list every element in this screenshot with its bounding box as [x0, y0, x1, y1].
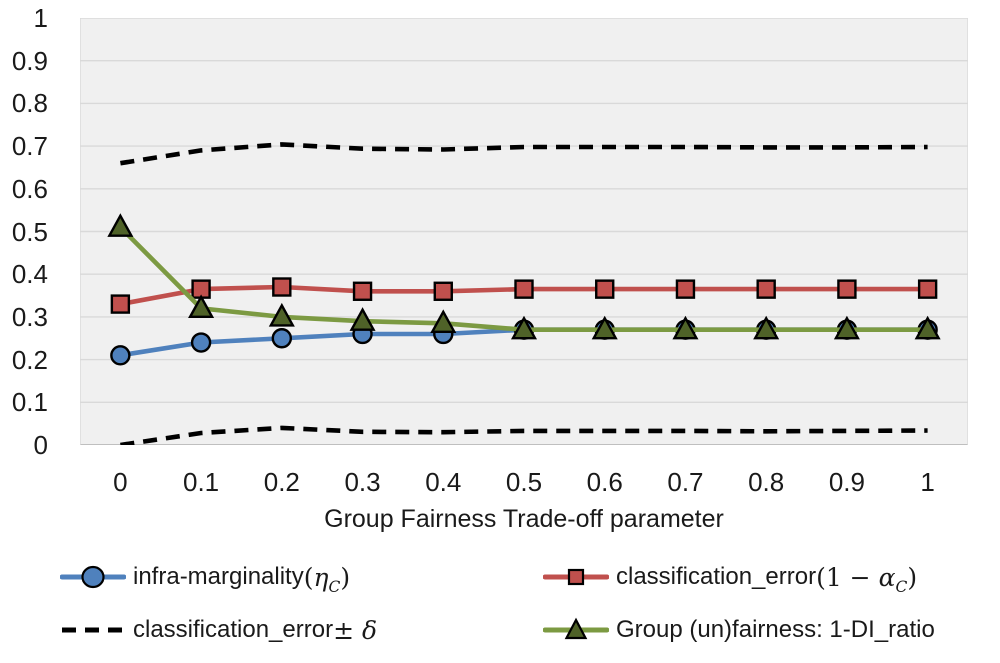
x-tick-label: 0.7: [667, 467, 704, 497]
data-point-marker: [914, 315, 941, 340]
legend-item-infra-marginality: infra-marginality (ηC): [60, 558, 350, 596]
legend-sample-line-triangle-icon: [543, 617, 609, 640]
x-tick-label: 0: [113, 467, 128, 497]
series-line: [118, 224, 930, 332]
legend-label: infra-marginality: [133, 563, 304, 590]
data-point-marker: [510, 315, 538, 340]
y-tick-label: 0.3: [11, 301, 48, 332]
y-tick-label: 0.6: [11, 173, 48, 204]
legend-item-group-unfairness: Group (un)fairness: 1-DI_ratio: [543, 611, 935, 649]
data-point-marker: [110, 294, 131, 314]
legend-sample-line-square-icon: [543, 568, 609, 586]
legend-label: Group (un)fairness: 1-DI_ratio: [616, 616, 935, 643]
data-point-marker: [107, 213, 134, 237]
y-tick-label: 0.1: [11, 387, 48, 418]
data-point-marker: [272, 277, 292, 297]
y-tick-label: 0: [33, 430, 48, 460]
data-point-marker: [672, 315, 699, 340]
data-point-marker: [433, 281, 453, 301]
y-tick-label: 0.7: [11, 131, 48, 162]
data-point-marker: [917, 279, 938, 299]
data-point-marker: [349, 307, 376, 331]
data-point-marker: [675, 279, 696, 299]
y-axis-tick-labels: 0 0.1 0.2 0.3 0.4 0.5 0.6 0.7 0.8 0.9 1: [0, 3, 64, 460]
legend-label-math: (1 − αC): [816, 562, 918, 596]
legend-label-math: (ηC): [303, 562, 351, 596]
y-tick-label: 0.9: [11, 45, 48, 76]
data-point-marker: [833, 315, 860, 340]
legend-label: classification_error: [616, 563, 817, 590]
x-tick-label: 0.1: [183, 467, 220, 497]
legend-sample-line-circle-icon: [60, 565, 126, 589]
chart-plot: [80, 18, 968, 445]
y-tick-label: 0.8: [11, 88, 48, 119]
legend-sample-dashed-line-icon: [62, 627, 124, 633]
x-tick-label: 0.9: [828, 467, 865, 497]
legend-label: classification_error: [133, 616, 334, 643]
x-tick-label: 0.8: [748, 467, 785, 497]
x-tick-label: 0.6: [586, 467, 623, 497]
x-tick-label: 1: [920, 467, 935, 497]
y-tick-label: 0.2: [11, 344, 48, 375]
plot-area: [80, 18, 968, 445]
data-point-marker: [753, 315, 780, 340]
x-axis-tick-labels: 0 0.1 0.2 0.3 0.4 0.5 0.6 0.7 0.8 0.9 1: [80, 466, 968, 500]
data-point-marker: [352, 281, 373, 301]
data-point-marker: [110, 345, 131, 366]
data-point-marker: [268, 302, 295, 327]
x-tick-label: 0.3: [344, 467, 381, 497]
legend-item-classification-error: classification_error (1 − αC): [543, 558, 917, 596]
legend-label-math: ± δ: [333, 615, 378, 645]
x-axis-title: Group Fairness Trade-off parameter: [324, 505, 724, 533]
data-point-marker: [591, 315, 618, 340]
data-point-marker: [756, 279, 776, 299]
y-tick-label: 1: [33, 3, 48, 33]
data-point-marker: [837, 279, 857, 299]
legend-item-classification-error-delta: classification_error ± δ: [60, 611, 377, 649]
data-point-marker: [595, 279, 615, 299]
data-point-marker: [430, 309, 457, 334]
x-tick-label: 0.5: [505, 467, 543, 497]
data-point-marker: [271, 328, 293, 349]
series-line: [120, 425, 928, 445]
x-tick-label: 0.2: [263, 467, 300, 497]
series-line: [120, 142, 928, 166]
data-point-marker: [188, 294, 215, 319]
y-tick-label: 0.5: [11, 216, 48, 247]
data-point-marker: [514, 279, 534, 299]
y-tick-label: 0.4: [11, 259, 48, 290]
x-tick-label: 0.4: [425, 467, 462, 497]
data-point-marker: [190, 332, 212, 353]
